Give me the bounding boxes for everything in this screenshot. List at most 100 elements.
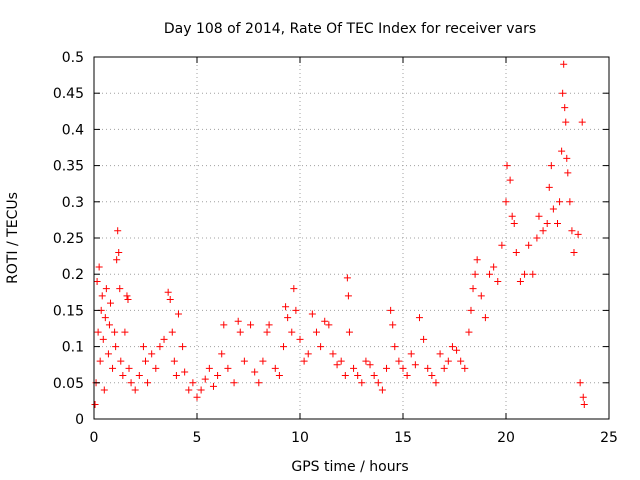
- data-point: [131, 386, 139, 394]
- data-point: [549, 205, 557, 213]
- y-tick-label: 0: [75, 412, 84, 428]
- y-axis-label: ROTI / TECUs: [5, 192, 21, 284]
- x-tick-label: 0: [90, 430, 99, 446]
- data-point: [344, 292, 352, 300]
- data-point: [503, 162, 511, 170]
- data-point: [345, 328, 353, 336]
- y-tick-label: 0.25: [53, 231, 84, 247]
- data-point: [205, 364, 213, 372]
- data-point: [251, 368, 259, 376]
- data-point: [374, 379, 382, 387]
- data-point: [561, 104, 569, 112]
- data-point: [321, 317, 329, 325]
- data-point: [543, 220, 551, 228]
- data-point: [275, 372, 283, 380]
- data-point: [337, 357, 345, 365]
- data-point: [201, 375, 209, 383]
- data-point: [448, 343, 456, 351]
- data-point: [578, 118, 586, 126]
- data-point: [358, 379, 366, 387]
- data-point: [415, 314, 423, 322]
- x-tick-label: 25: [600, 430, 618, 446]
- data-point: [220, 321, 228, 329]
- data-point: [93, 277, 101, 285]
- data-point: [350, 364, 358, 372]
- data-point: [189, 379, 197, 387]
- data-point: [317, 343, 325, 351]
- data-point: [354, 372, 362, 380]
- data-point: [106, 299, 114, 307]
- data-point: [564, 169, 572, 177]
- data-point: [123, 292, 131, 300]
- chart-title: Day 108 of 2014, Rate Of TEC Index for r…: [164, 21, 536, 37]
- data-point: [181, 368, 189, 376]
- data-point: [94, 328, 102, 336]
- data-point: [341, 372, 349, 380]
- data-point: [109, 364, 117, 372]
- data-point: [545, 183, 553, 191]
- data-point: [164, 288, 172, 296]
- data-point: [139, 343, 147, 351]
- data-point: [562, 118, 570, 126]
- data-point: [112, 343, 120, 351]
- data-point: [566, 198, 574, 206]
- data-point: [428, 372, 436, 380]
- data-point: [556, 198, 564, 206]
- data-point: [502, 198, 510, 206]
- y-tick-label: 0.15: [53, 303, 84, 319]
- data-point: [420, 335, 428, 343]
- data-point: [498, 241, 506, 249]
- data-point: [105, 321, 113, 329]
- data-point: [111, 328, 119, 336]
- y-tick-label: 0.35: [53, 159, 84, 175]
- y-tick-label: 0.2: [62, 267, 84, 283]
- x-tick-label: 10: [291, 430, 309, 446]
- data-point: [96, 357, 104, 365]
- data-point: [117, 357, 125, 365]
- data-point: [259, 357, 267, 365]
- data-point: [574, 230, 582, 238]
- data-point: [115, 248, 123, 256]
- data-point: [547, 162, 555, 170]
- data-point: [308, 310, 316, 318]
- data-point: [304, 350, 312, 358]
- data-point: [436, 350, 444, 358]
- data-point: [91, 401, 99, 409]
- data-point: [580, 401, 588, 409]
- data-point: [559, 89, 567, 97]
- data-point: [378, 386, 386, 394]
- data-point: [535, 212, 543, 220]
- data-point: [114, 227, 122, 235]
- data-point: [512, 248, 520, 256]
- data-point: [440, 364, 448, 372]
- data-point: [325, 321, 333, 329]
- data-point: [292, 306, 300, 314]
- data-point: [121, 328, 129, 336]
- data-point: [329, 350, 337, 358]
- data-point: [99, 335, 107, 343]
- data-point: [197, 386, 205, 394]
- data-point: [539, 227, 547, 235]
- data-point: [160, 335, 168, 343]
- data-point: [271, 364, 279, 372]
- data-point: [403, 372, 411, 380]
- data-point: [362, 357, 370, 365]
- data-point: [265, 321, 273, 329]
- data-point: [467, 306, 475, 314]
- data-point: [152, 364, 160, 372]
- data-point: [453, 346, 461, 354]
- data-point: [209, 382, 217, 390]
- data-point: [461, 364, 469, 372]
- data-point: [521, 270, 529, 278]
- data-point: [563, 154, 571, 162]
- data-point: [230, 379, 238, 387]
- y-tick-label: 0.5: [62, 50, 84, 66]
- data-point: [135, 372, 143, 380]
- data-point: [525, 241, 533, 249]
- data-point: [560, 60, 568, 68]
- data-point: [411, 361, 419, 369]
- data-point: [508, 212, 516, 220]
- data-point: [391, 343, 399, 351]
- data-point: [568, 227, 576, 235]
- data-point: [570, 248, 578, 256]
